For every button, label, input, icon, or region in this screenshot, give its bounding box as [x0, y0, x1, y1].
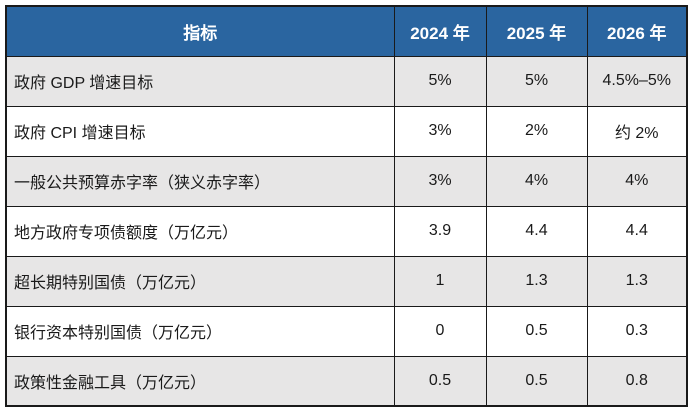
indicators-table-container: 指标 2024 年 2025 年 2026 年 政府 GDP 增速目标 5% 5… [5, 5, 688, 407]
indicators-table: 指标 2024 年 2025 年 2026 年 政府 GDP 增速目标 5% 5… [5, 5, 688, 407]
table-cell: 2% [485, 105, 588, 157]
header-cell-2024: 2024 年 [393, 5, 487, 57]
table-cell: 4.5%–5% [586, 55, 688, 107]
row-label: 超长期特别国债（万亿元） [5, 255, 395, 307]
table-cell: 1.3 [586, 255, 688, 307]
table-cell: 4.4 [485, 205, 588, 257]
table-cell: 4.4 [586, 205, 688, 257]
table-row-bank-capital-bonds: 银行资本特别国债（万亿元） 0 0.5 0.3 [5, 305, 688, 357]
table-cell: 0.8 [586, 355, 688, 407]
header-cell-2025: 2025 年 [485, 5, 588, 57]
table-cell: 0 [393, 305, 487, 357]
table-row-policy-financial-tools: 政策性金融工具（万亿元） 0.5 0.5 0.8 [5, 355, 688, 407]
table-header-row: 指标 2024 年 2025 年 2026 年 [5, 5, 688, 57]
row-label: 政府 CPI 增速目标 [5, 105, 395, 157]
header-cell-indicator: 指标 [5, 5, 395, 57]
table-cell: 3% [393, 155, 487, 207]
row-label: 银行资本特别国债（万亿元） [5, 305, 395, 357]
table-cell: 0.3 [586, 305, 688, 357]
table-cell: 1 [393, 255, 487, 307]
table-cell: 5% [485, 55, 588, 107]
header-cell-2026: 2026 年 [586, 5, 688, 57]
table-row-gdp-target: 政府 GDP 增速目标 5% 5% 4.5%–5% [5, 55, 688, 107]
row-label: 地方政府专项债额度（万亿元） [5, 205, 395, 257]
table-cell: 3% [393, 105, 487, 157]
table-cell: 1.3 [485, 255, 588, 307]
table-row-cpi-target: 政府 CPI 增速目标 3% 2% 约 2% [5, 105, 688, 157]
row-label: 政策性金融工具（万亿元） [5, 355, 395, 407]
table-cell: 0.5 [485, 305, 588, 357]
table-cell: 约 2% [586, 105, 688, 157]
row-label: 政府 GDP 增速目标 [5, 55, 395, 107]
table-cell: 4% [586, 155, 688, 207]
table-row-special-local-bonds: 地方政府专项债额度（万亿元） 3.9 4.4 4.4 [5, 205, 688, 257]
table-cell: 4% [485, 155, 588, 207]
table-row-deficit-ratio: 一般公共预算赤字率（狭义赤字率） 3% 4% 4% [5, 155, 688, 207]
row-label: 一般公共预算赤字率（狭义赤字率） [5, 155, 395, 207]
table-cell: 0.5 [485, 355, 588, 407]
table-cell: 5% [393, 55, 487, 107]
table-cell: 0.5 [393, 355, 487, 407]
table-cell: 3.9 [393, 205, 487, 257]
table-row-ultra-long-bonds: 超长期特别国债（万亿元） 1 1.3 1.3 [5, 255, 688, 307]
